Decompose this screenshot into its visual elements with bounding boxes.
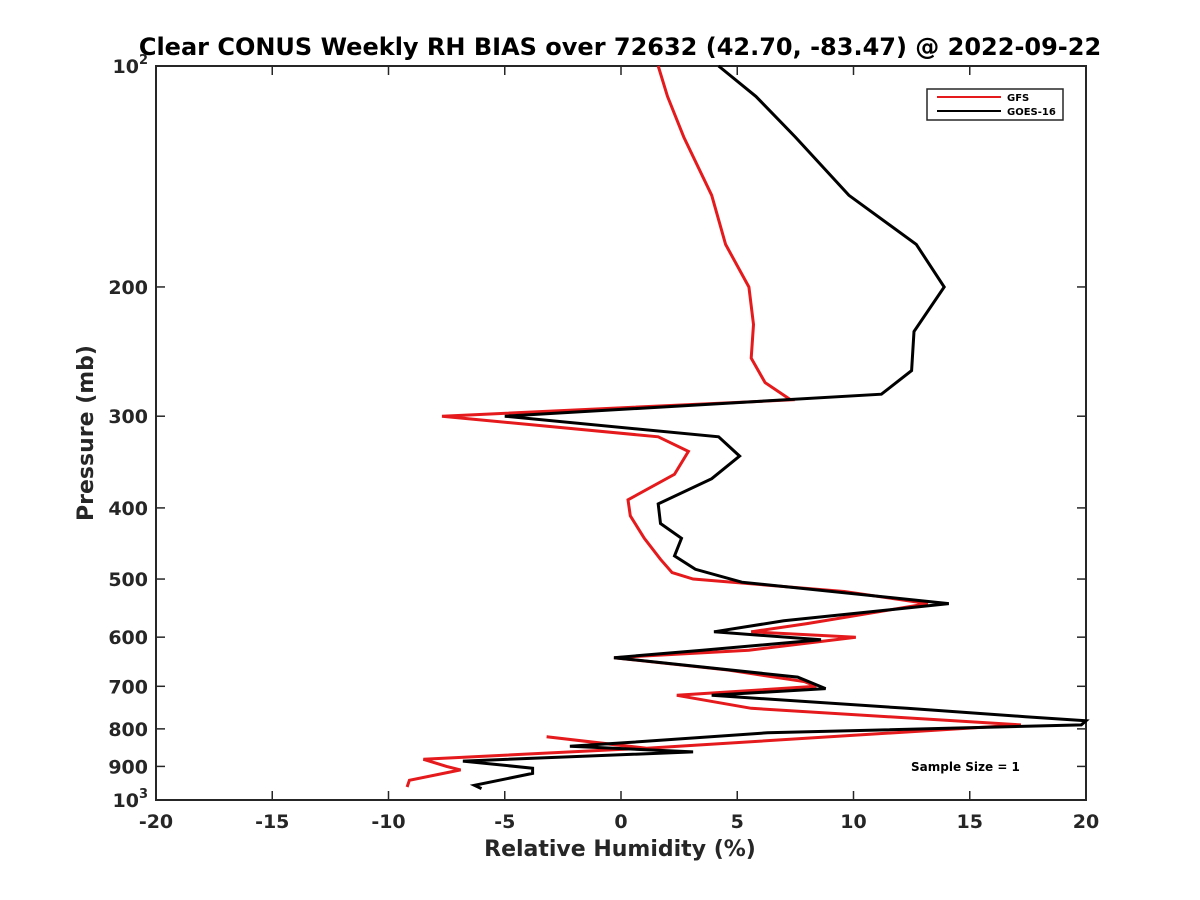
series-line-gfs <box>405 65 1021 788</box>
x-tick-label: 5 <box>731 811 744 833</box>
y-axis-label: Pressure (mb) <box>74 345 99 521</box>
x-tick-label: 0 <box>614 811 627 833</box>
y-tick-label: 400 <box>108 498 148 520</box>
series-layer <box>405 64 1090 790</box>
y-tick-label: 900 <box>108 756 148 778</box>
x-axis-ticks: -20 -15 -10 -5 0 5 10 15 20 <box>139 66 1099 833</box>
legend-label-gfs: GFS <box>1007 93 1029 104</box>
x-tick-label: -20 <box>139 811 173 833</box>
x-tick-label: 10 <box>840 811 866 833</box>
x-tick-label: -15 <box>255 811 289 833</box>
sample-size-annotation: Sample Size = 1 <box>911 760 1020 774</box>
y-tick-label: 800 <box>108 719 148 741</box>
y-tick-label: 500 <box>108 569 148 591</box>
x-tick-label: 15 <box>957 811 983 833</box>
y-tick-label: 200 <box>108 277 148 299</box>
chart-title: Clear CONUS Weekly RH BIAS over 72632 (4… <box>139 33 1101 61</box>
x-axis-label: Relative Humidity (%) <box>484 837 756 862</box>
y-tick-label: 600 <box>108 627 148 649</box>
x-tick-label: 20 <box>1073 811 1099 833</box>
legend-label-goes16: GOES-16 <box>1007 107 1056 118</box>
y-tick-label: 102 <box>113 53 149 78</box>
legend: GFS GOES-16 <box>926 88 1064 121</box>
x-tick-label: -5 <box>494 811 515 833</box>
y-tick-label: 700 <box>108 676 148 698</box>
series-line-goes-16 <box>462 64 1090 790</box>
legend-box <box>926 88 1064 121</box>
y-tick-label: 300 <box>108 406 148 428</box>
y-axis-ticks: 102 200 300 400 500 600 700 800 900 103 <box>108 53 1086 812</box>
y-tick-label: 103 <box>113 787 149 812</box>
x-tick-label: -10 <box>371 811 405 833</box>
plot-area: -20 -15 -10 -5 0 5 10 15 20 102 200 300 400 500 600 70… <box>108 53 1099 833</box>
